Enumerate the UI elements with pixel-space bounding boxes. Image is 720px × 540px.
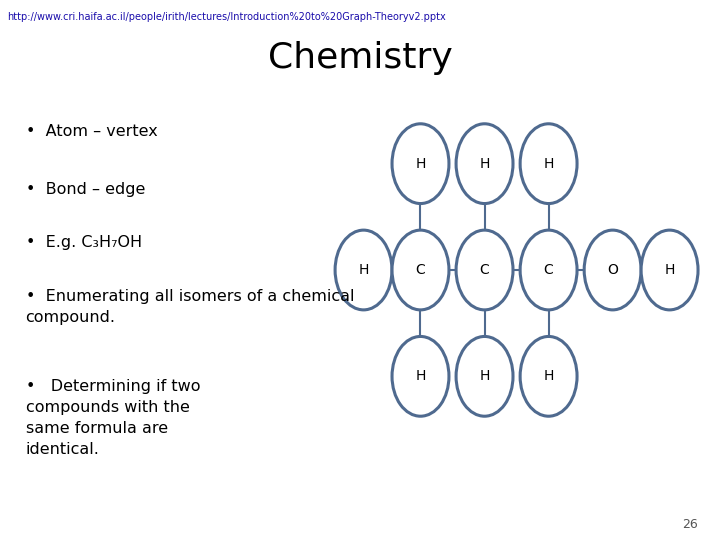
- Text: C: C: [415, 263, 426, 277]
- Text: Chemistry: Chemistry: [268, 42, 452, 76]
- Text: C: C: [480, 263, 490, 277]
- Ellipse shape: [520, 230, 577, 310]
- Text: •  E.g. C₃H₇OH: • E.g. C₃H₇OH: [25, 235, 142, 251]
- Text: •   Determining if two
compounds with the
same formula are
identical.: • Determining if two compounds with the …: [25, 379, 200, 457]
- Text: H: H: [480, 369, 490, 383]
- Text: H: H: [415, 369, 426, 383]
- Ellipse shape: [641, 230, 698, 310]
- Text: H: H: [415, 157, 426, 171]
- Ellipse shape: [392, 336, 449, 416]
- Text: H: H: [480, 157, 490, 171]
- Text: H: H: [544, 157, 554, 171]
- Ellipse shape: [456, 336, 513, 416]
- Ellipse shape: [456, 124, 513, 204]
- Ellipse shape: [520, 336, 577, 416]
- Text: H: H: [665, 263, 675, 277]
- Ellipse shape: [392, 124, 449, 204]
- Text: •  Atom – vertex: • Atom – vertex: [25, 124, 157, 139]
- Text: •  Enumerating all isomers of a chemical
compound.: • Enumerating all isomers of a chemical …: [25, 288, 354, 325]
- Text: O: O: [607, 263, 618, 277]
- Text: http://www.cri.haifa.ac.il/people/irith/lectures/Introduction%20to%20Graph-Theor: http://www.cri.haifa.ac.il/people/irith/…: [7, 12, 446, 23]
- Ellipse shape: [392, 230, 449, 310]
- Text: C: C: [544, 263, 554, 277]
- Ellipse shape: [335, 230, 392, 310]
- Text: H: H: [359, 263, 369, 277]
- Ellipse shape: [456, 230, 513, 310]
- Text: H: H: [544, 369, 554, 383]
- Ellipse shape: [584, 230, 641, 310]
- Text: •  Bond – edge: • Bond – edge: [25, 183, 145, 197]
- Text: 26: 26: [683, 517, 698, 530]
- Ellipse shape: [520, 124, 577, 204]
